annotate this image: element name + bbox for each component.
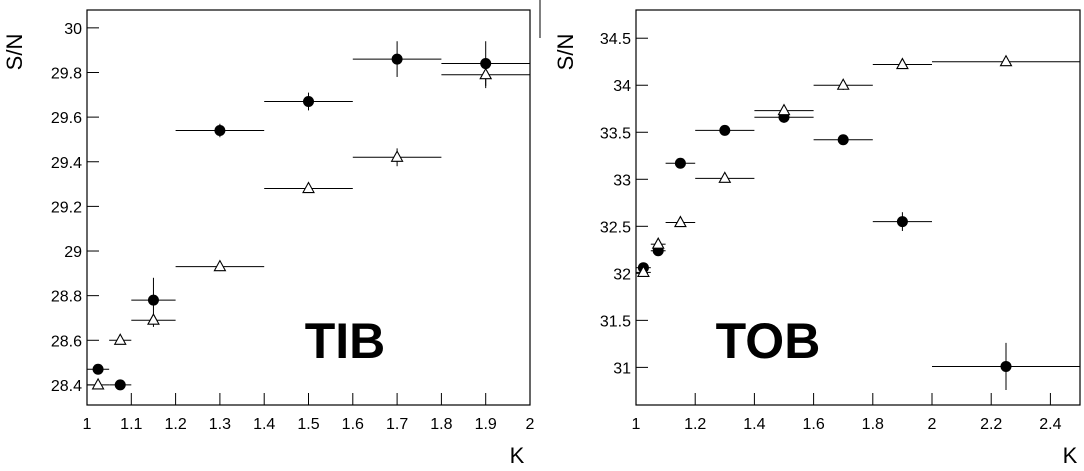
- x-tick-label: 1.7: [386, 416, 408, 433]
- x-tick-label: 1: [83, 416, 92, 433]
- x-tick-label: 1.2: [164, 416, 186, 433]
- point: [147, 313, 160, 325]
- point: [673, 215, 687, 228]
- y-tick-label: 31.5: [600, 313, 631, 330]
- detector-label: TOB: [716, 313, 821, 369]
- point: [718, 171, 732, 183]
- y-axis-label: S/N: [2, 34, 27, 71]
- x-tick-label: 2.4: [1039, 416, 1061, 433]
- y-tick-label: 28.8: [51, 289, 82, 306]
- point: [113, 333, 127, 345]
- y-tick-label: 32.5: [600, 219, 631, 236]
- y-tick-label: 28.4: [51, 378, 82, 395]
- x-tick-label: 1.6: [342, 416, 364, 433]
- point: [651, 237, 665, 249]
- x-tick-label: 1.4: [253, 416, 275, 433]
- point: [999, 54, 1013, 67]
- y-tick-label: 29: [64, 244, 82, 261]
- y-tick-label: 29.8: [51, 65, 82, 82]
- x-tick-label: 1.4: [743, 416, 765, 433]
- point: [213, 259, 227, 272]
- x-axis-label: K: [510, 443, 525, 468]
- point: [214, 125, 226, 137]
- x-tick-label: 1.1: [120, 416, 142, 433]
- x-tick-label: 1.9: [475, 416, 497, 433]
- point: [390, 150, 404, 162]
- plot-frame: [635, 9, 1081, 406]
- point: [91, 377, 105, 390]
- point: [302, 181, 315, 194]
- y-axis-label: S/N: [553, 34, 578, 71]
- point: [896, 216, 908, 228]
- x-tick-label: 1: [632, 416, 641, 433]
- point: [303, 95, 314, 107]
- point: [147, 294, 159, 306]
- x-tick-label: 2: [526, 416, 535, 433]
- y-tick-label: 34.5: [600, 31, 631, 48]
- point: [837, 134, 849, 146]
- x-tick-label: 1.5: [297, 416, 319, 433]
- x-tick-label: 1.2: [684, 416, 706, 433]
- x-tick-label: 2.2: [980, 416, 1002, 433]
- x-tick-label: 1.8: [430, 416, 452, 433]
- y-tick-label: 30: [64, 21, 82, 38]
- y-tick-label: 34: [613, 78, 631, 95]
- point: [1000, 360, 1012, 372]
- y-tick-label: 29.2: [51, 199, 82, 216]
- y-tick-label: 29.6: [51, 110, 82, 127]
- x-axis-label: K: [1063, 443, 1078, 468]
- point: [391, 53, 403, 65]
- point: [674, 157, 686, 169]
- point: [479, 67, 493, 80]
- y-tick-label: 33: [613, 172, 631, 189]
- x-tick-label: 1.6: [802, 416, 824, 433]
- point: [895, 57, 909, 70]
- y-tick-label: 31: [613, 360, 631, 377]
- y-tick-label: 32: [613, 266, 631, 283]
- x-tick-label: 2: [928, 416, 937, 433]
- x-tick-label: 1.3: [209, 416, 231, 433]
- point: [719, 124, 731, 136]
- x-tick-label: 1.8: [862, 416, 884, 433]
- point: [836, 78, 850, 90]
- y-tick-label: 28.6: [51, 333, 82, 350]
- point: [636, 265, 650, 277]
- y-tick-label: 33.5: [600, 125, 631, 142]
- point: [92, 363, 104, 375]
- point: [114, 379, 126, 391]
- detector-label: TIB: [305, 313, 386, 369]
- point: [777, 103, 791, 116]
- y-tick-label: 29.4: [51, 155, 82, 172]
